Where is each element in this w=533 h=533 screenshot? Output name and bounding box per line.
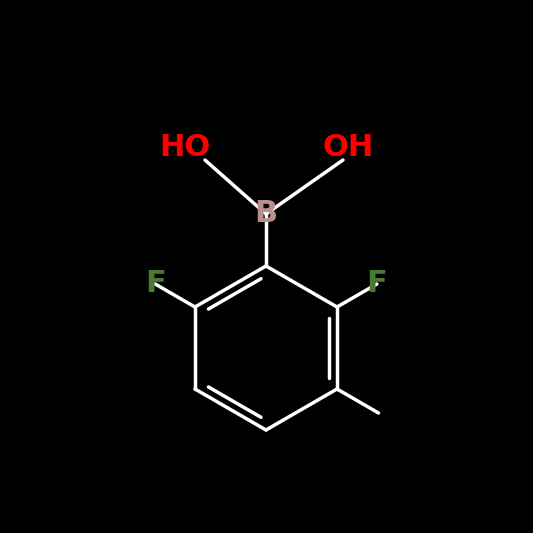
Text: OH: OH: [322, 133, 374, 163]
Text: F: F: [145, 270, 166, 298]
Text: HO: HO: [159, 133, 211, 163]
Text: B: B: [254, 199, 278, 229]
Text: F: F: [367, 270, 387, 298]
